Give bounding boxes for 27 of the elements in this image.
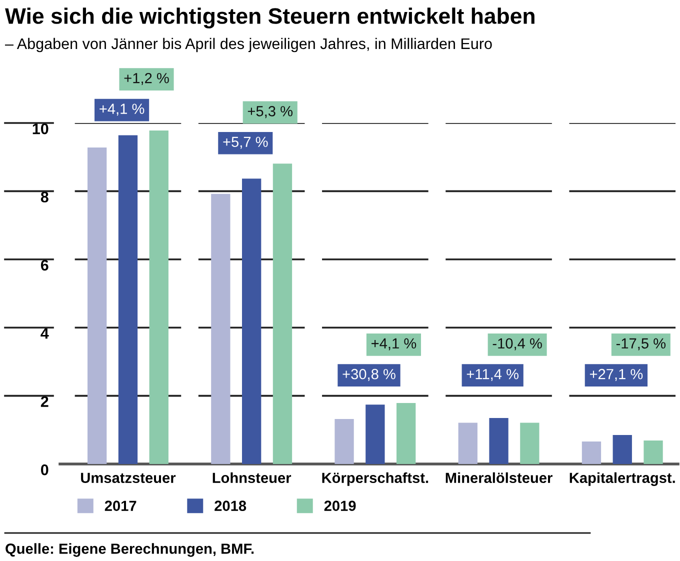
chart-subtitle: – Abgaben von Jänner bis April des jeweiligen Jahres, in Milliarden Euro xyxy=(5,38,492,52)
y-tick-label: 4 xyxy=(40,328,49,339)
y-tick-label: 2 xyxy=(40,396,48,407)
x-tick-label: Körperschaftst. xyxy=(322,472,428,486)
y-tick-label: 6 xyxy=(40,260,48,271)
x-tick-label: Umsatzsteuer xyxy=(81,472,176,484)
legend-label: 2018 xyxy=(214,500,246,511)
chart-title: Wie sich die wichtigsten Steuern entwickelt haben xyxy=(5,8,534,28)
annotation: +5,7 % xyxy=(223,136,268,149)
legend-label: 2019 xyxy=(324,500,356,511)
y-tick-label: 10 xyxy=(32,123,48,134)
annotation: +27,1 % xyxy=(590,368,643,381)
annotation: +4,1 % xyxy=(372,338,416,350)
annotation: +30,8 % xyxy=(342,368,396,381)
y-tick-label: 8 xyxy=(40,192,48,202)
annotation: +11,4 % xyxy=(466,368,519,381)
text: +5,3 % xyxy=(248,106,293,118)
text: +1,2 % xyxy=(124,72,169,85)
text: +4,1 % xyxy=(100,104,144,116)
source-note: Quelle: Eigene Berechnungen, BMF. xyxy=(6,543,254,557)
legend-label: 2017 xyxy=(104,500,136,511)
annotation: -17,5 % xyxy=(616,338,666,350)
x-tick-label: Mineralölsteuer xyxy=(446,472,552,484)
x-tick-label: Lohnsteuer xyxy=(212,472,292,484)
annotation: -10,4 % xyxy=(492,338,542,350)
y-tick-label: 0 xyxy=(40,464,48,476)
x-tick-label: Kapitalertragst. xyxy=(570,472,675,486)
